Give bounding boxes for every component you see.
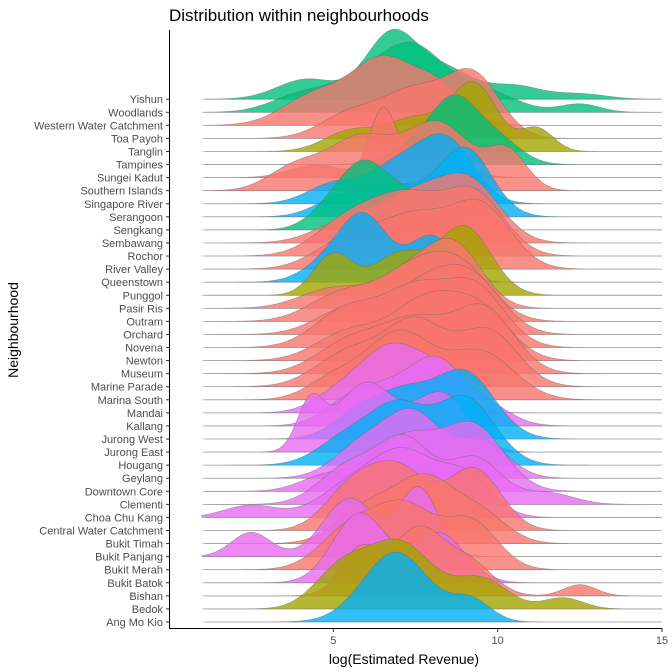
ridge-area [201, 133, 662, 205]
y-tick-label: Choa Chu Kang [85, 512, 163, 524]
y-tick-label: Hougang [118, 460, 163, 472]
x-tick-label: 15 [656, 635, 668, 647]
y-tick-label: Jurong East [104, 447, 163, 459]
y-tick-label: Bukit Merah [104, 565, 163, 577]
ridges-group [201, 28, 663, 623]
y-tick-label: Mandai [127, 408, 163, 420]
ridge-ang-mo-kio [201, 551, 662, 623]
y-tick-label: Singapore River [84, 199, 163, 211]
chart-title: Distribution within neighbourhoods [169, 6, 429, 25]
y-tick-label: Sungei Kadut [97, 173, 163, 185]
y-tick-label: Serangoon [109, 212, 163, 224]
y-tick-label: Newton [126, 356, 163, 368]
y-tick-label: Clementi [120, 499, 163, 511]
y-tick-label: Tampines [116, 160, 164, 172]
y-tick-label: Geylang [122, 473, 163, 485]
y-tick-label: Rochor [128, 251, 164, 263]
ridge-area [201, 551, 662, 623]
y-tick-label: Bukit Panjang [95, 552, 163, 564]
y-tick-label: Western Water Catchment [34, 120, 163, 132]
x-tick-label: 10 [492, 635, 504, 647]
y-tick-label: Bukit Timah [106, 539, 163, 551]
ridge-area [201, 68, 662, 139]
y-tick-label: Marine Parade [91, 382, 163, 394]
y-tick-label: Punggol [123, 290, 163, 302]
y-tick-label: Yishun [130, 94, 163, 106]
x-tick-label: 5 [330, 635, 336, 647]
y-tick-label: Woodlands [108, 107, 163, 119]
y-tick-label: Bishan [129, 591, 163, 603]
y-tick-label: Outram [126, 316, 163, 328]
y-tick-label: Kallang [126, 421, 163, 433]
y-tick-label: Toa Payoh [111, 133, 163, 145]
y-tick-label: Downtown Core [85, 486, 163, 498]
y-tick-label: Bedok [132, 604, 164, 616]
ridge-area [201, 198, 662, 270]
y-tick-label: Pasir Ris [119, 303, 164, 315]
y-tick-label: Bukit Batok [107, 578, 163, 590]
y-tick-label: Museum [121, 369, 163, 381]
y-tick-label: Queenstown [101, 277, 163, 289]
y-tick-label: Marina South [98, 395, 163, 407]
x-axis-label: log(Estimated Revenue) [329, 651, 479, 667]
y-axis-label: Neighbourhood [5, 282, 21, 378]
y-tick-label: Novena [125, 343, 164, 355]
y-tick-label: Sembawang [102, 238, 163, 250]
y-tick-label: Central Water Catchment [39, 526, 163, 538]
y-tick-label: Jurong West [101, 434, 163, 446]
y-tick-label: Ang Mo Kio [106, 617, 163, 629]
y-tick-label: Orchard [123, 329, 163, 341]
y-tick-label: Tanglin [128, 146, 163, 158]
x-ticks: 5 10 15 [330, 628, 668, 647]
y-tick-label: Sengkang [113, 225, 163, 237]
y-tick-label: River Valley [105, 264, 163, 276]
ridge-area [201, 525, 662, 597]
y-tick-label: Southern Islands [80, 186, 163, 198]
ridge-area [201, 538, 662, 610]
